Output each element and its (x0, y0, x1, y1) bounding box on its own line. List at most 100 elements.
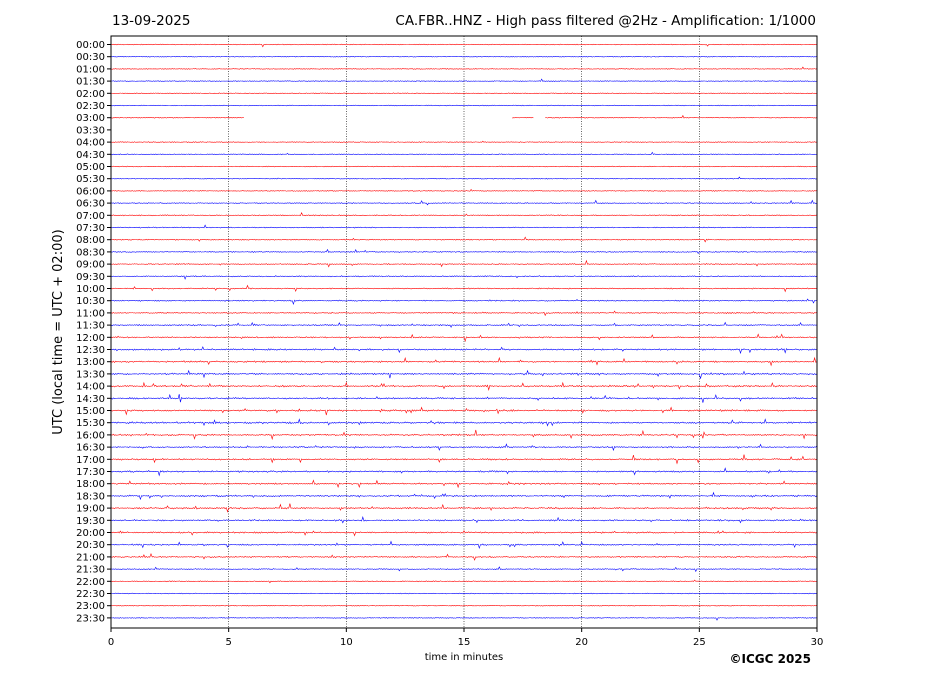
y-tick-label: 23:00 (76, 601, 105, 612)
copyright-label: ©ICGC 2025 (729, 652, 811, 666)
y-tick-label: 05:30 (76, 174, 105, 185)
trace-line (110, 92, 818, 95)
y-tick-label: 18:30 (76, 491, 105, 502)
y-tick-label: 11:00 (76, 308, 105, 319)
x-tick-label: 5 (225, 637, 231, 648)
y-tick-label: 09:30 (76, 272, 105, 283)
y-tick-label: 01:30 (76, 77, 105, 88)
y-tick-label: 19:00 (76, 504, 105, 515)
trace-line (110, 604, 818, 607)
trace-line (110, 540, 818, 550)
y-tick-label: 22:30 (76, 589, 105, 600)
trace-line (110, 248, 818, 255)
y-tick-label: 02:00 (76, 89, 105, 100)
trace-line (110, 176, 818, 180)
y-tick-label: 06:00 (76, 186, 105, 197)
trace-line (110, 479, 818, 489)
trace-line (110, 43, 818, 48)
trace-line (110, 114, 818, 119)
trace-line (110, 454, 818, 465)
y-tick-label: 07:30 (76, 223, 105, 234)
grid (228, 36, 700, 628)
trace-line (110, 491, 818, 501)
trace-line (110, 284, 818, 293)
y-tick-label: 21:00 (76, 552, 105, 563)
y-tick-label: 02:30 (76, 101, 105, 112)
y-tick-label: 11:30 (76, 321, 105, 332)
x-tick-label: 10 (340, 637, 353, 648)
y-tick-label: 16:00 (76, 430, 105, 441)
trace-line (110, 275, 818, 280)
date-label: 13-09-2025 (112, 13, 190, 29)
trace-line (110, 530, 818, 537)
trace-line (110, 579, 818, 584)
trace-line (110, 140, 818, 143)
y-tick-label: 20:30 (76, 540, 105, 551)
y-tick-label: 16:30 (76, 443, 105, 454)
trace-line (110, 393, 818, 403)
x-tick-label: 25 (693, 637, 706, 648)
trace-line (110, 356, 818, 367)
y-tick-label: 15:00 (76, 406, 105, 417)
y-tick-label: 13:30 (76, 369, 105, 380)
trace-line (110, 259, 818, 268)
trace-line (110, 333, 818, 343)
trace-line (110, 298, 818, 306)
y-tick-label: 00:30 (76, 52, 105, 63)
x-axis: 0 5 10 15 20 25 30 (108, 628, 824, 648)
y-tick-label: 18:00 (76, 479, 105, 490)
y-tick-label: 20:00 (76, 528, 105, 539)
y-tick-label: 12:00 (76, 333, 105, 344)
y-tick-label: 06:30 (76, 199, 105, 210)
trace-line (110, 165, 818, 168)
y-tick-label: 22:00 (76, 577, 105, 588)
y-tick-label: 19:30 (76, 516, 105, 527)
trace-line (110, 78, 818, 82)
trace-line (110, 503, 818, 513)
trace-line (110, 418, 818, 427)
trace-line (110, 236, 818, 243)
y-tick-label: 17:30 (76, 467, 105, 478)
y-tick-label: 04:30 (76, 150, 105, 161)
y-tick-label: 14:30 (76, 394, 105, 405)
trace-line (110, 104, 818, 107)
trace-line (110, 566, 818, 573)
trace-line (110, 66, 818, 70)
trace-line (110, 381, 818, 392)
y-tick-label: 08:00 (76, 235, 105, 246)
trace-line (110, 346, 818, 355)
trace-line (110, 406, 818, 416)
x-tick-label: 20 (575, 637, 588, 648)
y-tick-label: 10:00 (76, 284, 105, 295)
x-axis-label: time in minutes (425, 652, 504, 663)
trace-line (110, 199, 818, 206)
chart-title: CA.FBR..HNZ - High pass filtered @2Hz - … (395, 13, 816, 29)
trace-line (110, 617, 818, 621)
y-tick-label: 07:00 (76, 211, 105, 222)
trace-line (110, 212, 818, 217)
y-axis-label: UTC (local time = UTC + 02:00) (51, 229, 66, 434)
trace-line (110, 188, 818, 192)
y-tick-label: 00:00 (76, 40, 105, 51)
traces (110, 43, 818, 621)
x-tick-label: 30 (811, 637, 824, 648)
trace-line (110, 369, 818, 379)
y-tick-label: 12:30 (76, 345, 105, 356)
trace-line (110, 552, 818, 561)
trace-line (110, 429, 818, 441)
y-tick-label: 23:30 (76, 613, 105, 624)
y-tick-label: 21:30 (76, 565, 105, 576)
y-tick-label: 09:00 (76, 260, 105, 271)
trace-line (110, 151, 818, 156)
trace-line (110, 310, 818, 317)
y-tick-label: 14:00 (76, 382, 105, 393)
y-tick-label: 01:00 (76, 64, 105, 75)
y-tick-label: 08:30 (76, 247, 105, 258)
trace-line (110, 592, 818, 595)
trace-line (110, 515, 818, 524)
y-tick-label: 17:00 (76, 455, 105, 466)
y-tick-label: 13:00 (76, 357, 105, 368)
y-tick-label: 04:00 (76, 138, 105, 149)
y-tick-label: 10:30 (76, 296, 105, 307)
